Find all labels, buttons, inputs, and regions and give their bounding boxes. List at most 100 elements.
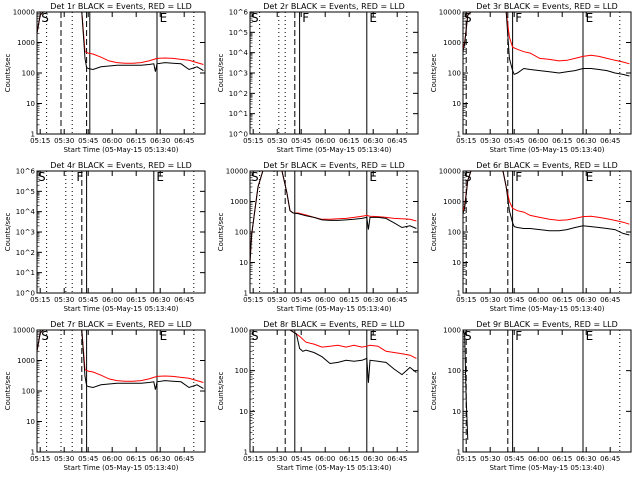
x-tick-label: 06:15 bbox=[552, 137, 572, 145]
y-tick-label: 1000 bbox=[230, 327, 248, 335]
y-tick-label: 10^6 bbox=[16, 168, 36, 176]
x-tick-label: 06:15 bbox=[339, 455, 359, 463]
x-tick-label: 06:30 bbox=[150, 137, 170, 145]
chart-title: Det 5r BLACK = Events, RED = LLD bbox=[263, 161, 405, 170]
series-lld-line bbox=[37, 330, 203, 383]
plot-frame bbox=[250, 12, 418, 134]
y-tick-label: 10 bbox=[239, 408, 248, 416]
x-tick-label: 05:30 bbox=[267, 137, 287, 145]
x-tick-label: 05:15 bbox=[456, 137, 476, 145]
x-tick-label: 05:15 bbox=[456, 296, 476, 304]
x-tick-label: 06:15 bbox=[339, 137, 359, 145]
x-tick-label: 06:30 bbox=[576, 296, 596, 304]
marker-e: E bbox=[160, 11, 168, 25]
x-tick-label: 05:15 bbox=[243, 296, 263, 304]
x-tick-label: 06:15 bbox=[126, 455, 146, 463]
y-tick-label: 10000 bbox=[13, 327, 35, 335]
x-tick-label: 06:45 bbox=[600, 137, 620, 145]
x-tick-label: 05:15 bbox=[243, 137, 263, 145]
marker-e: E bbox=[156, 170, 164, 184]
y-tick-label: 10^3 bbox=[16, 229, 35, 237]
x-tick-label: 06:00 bbox=[528, 296, 548, 304]
y-tick-label: 10 bbox=[239, 259, 248, 267]
x-tick-label: 05:45 bbox=[291, 137, 311, 145]
plot-frame bbox=[37, 171, 205, 293]
x-tick-label: 06:30 bbox=[363, 455, 383, 463]
marker-f: F bbox=[76, 170, 83, 184]
y-axis-label: Counts/sec bbox=[430, 372, 438, 411]
series-events-line bbox=[463, 171, 629, 235]
y-tick-label: 10 bbox=[26, 418, 35, 426]
y-tick-label: 10^4 bbox=[16, 208, 36, 216]
y-tick-label: 10^2 bbox=[16, 249, 35, 257]
chart-panel-8: Det 8r BLACK = Events, RED = LLD 1 10 100 10… bbox=[217, 320, 418, 472]
x-tick-label: 05:15 bbox=[30, 455, 50, 463]
series-lld-line bbox=[463, 171, 629, 224]
x-tick-label: 06:15 bbox=[339, 296, 359, 304]
chart-title: Det 7r BLACK = Events, RED = LLD bbox=[50, 320, 192, 329]
x-tick-label: 05:45 bbox=[78, 296, 98, 304]
marker-e: E bbox=[369, 11, 377, 25]
x-tick-label: 06:45 bbox=[600, 296, 620, 304]
x-tick-label: 06:15 bbox=[552, 455, 572, 463]
y-tick-label: 10 bbox=[452, 259, 461, 267]
plot-frame bbox=[250, 330, 418, 452]
chart-panel-3: Det 3r BLACK = Events, RED = LLD11010010… bbox=[430, 2, 631, 154]
y-tick-label: 10^2 bbox=[229, 90, 248, 98]
x-tick-label: 06:00 bbox=[528, 137, 548, 145]
x-tick-label: 05:30 bbox=[480, 455, 500, 463]
y-tick-label: 100 bbox=[235, 367, 248, 375]
plot-frame bbox=[463, 330, 631, 452]
y-tick-label: 10 bbox=[452, 100, 461, 108]
x-axis-label: Start Time (05-May-15 05:13:40) bbox=[276, 464, 391, 472]
x-tick-label: 06:45 bbox=[600, 455, 620, 463]
series-events-line bbox=[463, 12, 629, 76]
y-tick-label: 1000 bbox=[17, 39, 35, 47]
x-tick-label: 05:45 bbox=[504, 455, 524, 463]
x-axis-label: Start Time (05-May-15 05:13:40) bbox=[63, 464, 178, 472]
marker-f: F bbox=[515, 11, 522, 25]
marker-s: S bbox=[38, 170, 46, 184]
x-tick-label: 05:15 bbox=[456, 455, 476, 463]
x-tick-label: 05:15 bbox=[30, 137, 50, 145]
y-axis-label: Counts/sec bbox=[217, 372, 225, 411]
chart-panel-2: Det 2r BLACK = Events, RED = LLD10^010^1… bbox=[217, 2, 418, 154]
x-axis-label: Start Time (05-May-15 05:13:40) bbox=[489, 464, 604, 472]
plot-frame bbox=[37, 12, 205, 134]
marker-e: E bbox=[586, 170, 594, 184]
x-tick-label: 05:45 bbox=[291, 296, 311, 304]
y-axis-label: Counts/sec bbox=[4, 213, 12, 252]
x-tick-label: 06:00 bbox=[315, 455, 335, 463]
y-tick-label: 10^4 bbox=[229, 49, 249, 57]
x-tick-label: 06:00 bbox=[528, 455, 548, 463]
x-tick-label: 05:30 bbox=[54, 455, 74, 463]
x-tick-label: 06:30 bbox=[363, 137, 383, 145]
x-tick-label: 05:30 bbox=[480, 137, 500, 145]
x-tick-label: 05:30 bbox=[54, 296, 74, 304]
chart-title: Det 2r BLACK = Events, RED = LLD bbox=[263, 2, 405, 11]
x-tick-label: 05:45 bbox=[78, 137, 98, 145]
y-tick-label: 1000 bbox=[230, 198, 248, 206]
chart-title: Det 1r BLACK = Events, RED = LLD bbox=[50, 2, 192, 11]
y-tick-label: 1000 bbox=[443, 327, 461, 335]
x-tick-label: 06:00 bbox=[315, 137, 335, 145]
marker-e: E bbox=[160, 329, 168, 343]
y-axis-label: Counts/sec bbox=[430, 54, 438, 93]
y-tick-label: 10^6 bbox=[229, 9, 249, 17]
y-tick-label: 10000 bbox=[13, 9, 35, 17]
y-tick-label: 10^5 bbox=[229, 29, 248, 37]
series-events-line bbox=[250, 330, 416, 383]
x-tick-label: 05:45 bbox=[78, 455, 98, 463]
x-tick-label: 06:45 bbox=[174, 455, 194, 463]
x-tick-label: 06:45 bbox=[387, 455, 407, 463]
plot-frame bbox=[250, 171, 418, 293]
x-axis-label: Start Time (05-May-15 05:13:40) bbox=[276, 305, 391, 313]
x-tick-label: 06:45 bbox=[174, 296, 194, 304]
x-tick-label: 05:15 bbox=[30, 296, 50, 304]
chart-title: Det 8r BLACK = Events, RED = LLD bbox=[263, 320, 405, 329]
x-tick-label: 06:00 bbox=[315, 296, 335, 304]
x-axis-label: Start Time (05-May-15 05:13:40) bbox=[489, 146, 604, 154]
x-tick-label: 05:45 bbox=[504, 296, 524, 304]
chart-panel-7: Det 7r BLACK = Events, RED = LLD11010010… bbox=[4, 320, 205, 472]
y-tick-label: 10000 bbox=[439, 9, 461, 17]
